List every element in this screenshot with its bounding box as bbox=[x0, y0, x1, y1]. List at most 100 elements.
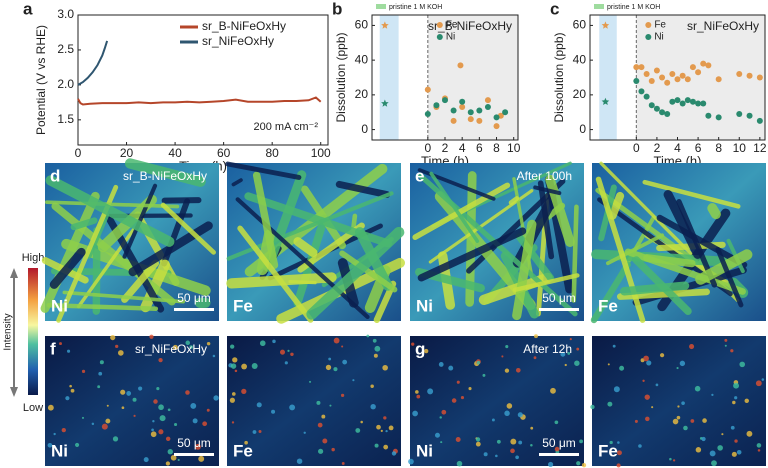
speck bbox=[185, 390, 190, 395]
speck bbox=[341, 462, 345, 465]
speck bbox=[355, 428, 361, 433]
speck bbox=[289, 404, 296, 411]
speck bbox=[59, 342, 62, 346]
speck bbox=[385, 430, 388, 433]
speck bbox=[724, 338, 728, 342]
speck bbox=[424, 348, 429, 354]
speck bbox=[757, 449, 761, 452]
element-label: Fe bbox=[598, 441, 618, 460]
point bbox=[424, 110, 431, 117]
speck bbox=[229, 397, 235, 403]
point bbox=[648, 102, 655, 109]
speck bbox=[717, 445, 723, 451]
speck bbox=[53, 432, 56, 436]
point bbox=[467, 109, 474, 116]
speck bbox=[607, 363, 610, 366]
speck bbox=[574, 360, 580, 366]
speck bbox=[309, 380, 312, 383]
speck bbox=[455, 437, 461, 442]
y-tick-label: 3.0 bbox=[57, 7, 74, 21]
speck bbox=[756, 443, 762, 448]
fiber bbox=[70, 217, 98, 231]
point bbox=[689, 98, 696, 105]
speck bbox=[460, 396, 465, 400]
fiber bbox=[620, 281, 690, 296]
x-tick-label: 0 bbox=[424, 141, 431, 155]
speck bbox=[194, 443, 201, 450]
speck bbox=[190, 402, 197, 409]
speck bbox=[643, 355, 649, 362]
speck bbox=[133, 414, 136, 417]
speck bbox=[730, 425, 735, 430]
fiber bbox=[45, 175, 175, 247]
speck bbox=[613, 386, 620, 393]
fiber bbox=[595, 176, 646, 323]
point bbox=[695, 100, 702, 107]
fiber bbox=[45, 200, 180, 209]
speck bbox=[241, 363, 248, 370]
point bbox=[484, 97, 491, 104]
speck bbox=[69, 384, 72, 388]
pristine-fe bbox=[601, 21, 610, 29]
speck bbox=[47, 442, 53, 448]
point bbox=[502, 109, 509, 116]
scale-bar-label: 50 μm bbox=[177, 291, 211, 305]
speck bbox=[117, 350, 124, 356]
point bbox=[424, 86, 431, 93]
point bbox=[633, 77, 640, 84]
x-tick-label: 6 bbox=[695, 141, 702, 155]
element-label: Ni bbox=[51, 296, 68, 315]
fiber bbox=[412, 182, 511, 241]
speck bbox=[322, 438, 328, 444]
pristine-band bbox=[379, 15, 399, 140]
point bbox=[638, 64, 645, 71]
speck bbox=[370, 384, 374, 389]
fiber bbox=[571, 204, 579, 303]
speck bbox=[576, 347, 580, 351]
speck bbox=[325, 364, 332, 371]
point bbox=[669, 71, 676, 78]
speck bbox=[619, 365, 625, 371]
point bbox=[700, 100, 707, 107]
point bbox=[756, 74, 763, 81]
speck bbox=[167, 408, 171, 412]
fiber bbox=[124, 158, 206, 187]
speck bbox=[439, 416, 442, 419]
speck bbox=[370, 403, 376, 410]
fiber bbox=[663, 190, 703, 259]
speck bbox=[645, 416, 650, 422]
speck bbox=[251, 363, 258, 370]
speck bbox=[761, 378, 765, 381]
pristine-band bbox=[599, 15, 617, 140]
x-tick-label: 8 bbox=[715, 141, 722, 155]
speck bbox=[316, 400, 321, 405]
speck bbox=[149, 334, 154, 339]
legend-text: pristine 1 M KOH bbox=[389, 4, 442, 11]
scale-bar bbox=[539, 453, 579, 456]
speck bbox=[106, 404, 109, 407]
scale-bar bbox=[539, 308, 579, 311]
speck bbox=[676, 415, 681, 420]
speck bbox=[655, 383, 659, 387]
fiber bbox=[252, 171, 279, 269]
speck bbox=[70, 388, 75, 393]
point bbox=[705, 62, 712, 69]
speck bbox=[617, 450, 622, 456]
speck bbox=[192, 418, 198, 424]
speck bbox=[101, 423, 108, 430]
speck bbox=[185, 340, 191, 346]
speck bbox=[143, 457, 149, 463]
speck bbox=[383, 416, 387, 420]
speck bbox=[617, 441, 620, 444]
fiber bbox=[508, 196, 520, 206]
point bbox=[442, 97, 448, 104]
speck bbox=[482, 373, 486, 377]
micrograph: Ni g After 12h 50 μm bbox=[408, 334, 587, 468]
micrograph: Ni e After 100h 50 μm bbox=[410, 161, 584, 321]
legend-swatch bbox=[594, 4, 604, 9]
point bbox=[659, 74, 666, 81]
micrograph-bg bbox=[592, 336, 766, 466]
colorbar-label: Intensity bbox=[3, 313, 14, 350]
speck bbox=[287, 349, 290, 352]
speck bbox=[256, 402, 262, 408]
